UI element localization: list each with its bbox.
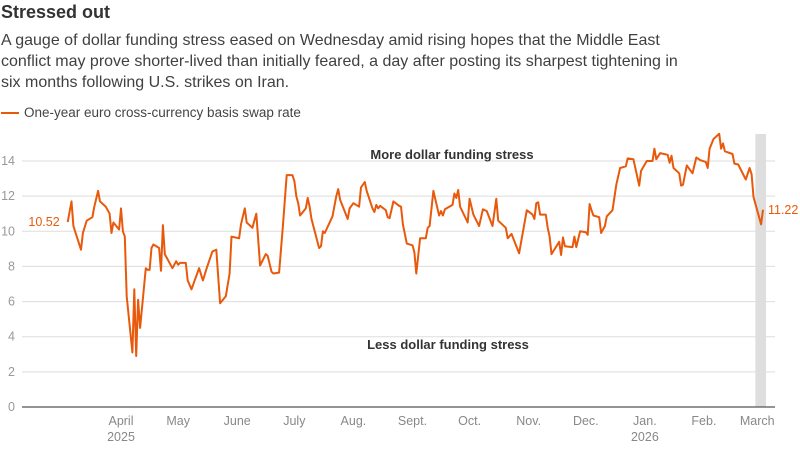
y-tick-label: 10 — [1, 224, 15, 238]
x-tick-label: Jan. — [633, 414, 657, 428]
subtitle-line: A gauge of dollar funding stress eased o… — [1, 32, 660, 49]
legend: One-year euro cross-currency basis swap … — [1, 105, 301, 120]
x-tick-label: Sept. — [398, 414, 427, 428]
y-tick-label: 12 — [1, 189, 15, 203]
y-tick-label: 6 — [8, 295, 15, 309]
chart-title: Stressed out — [1, 2, 111, 22]
end-value-label: 11.22 — [768, 203, 798, 217]
subtitle-line: conflict may prove shorter-lived than in… — [1, 53, 678, 70]
subtitle-line: six months following U.S. strikes on Ira… — [1, 74, 290, 91]
y-tick-label: 8 — [8, 259, 15, 273]
x-tick-label: Dec. — [573, 414, 599, 428]
legend-swatch — [1, 111, 19, 114]
annotation-less-stress: Less dollar funding stress — [367, 337, 529, 352]
y-tick-label: 4 — [8, 330, 15, 344]
legend-label: One-year euro cross-currency basis swap … — [24, 105, 301, 120]
x-tick-label: April — [108, 414, 133, 428]
shaded-period — [755, 134, 766, 407]
annotation-more-stress: More dollar funding stress — [370, 147, 533, 162]
y-tick-label: 0 — [8, 400, 15, 414]
x-tick-label: Aug. — [341, 414, 367, 428]
x-tick-label: Oct. — [458, 414, 481, 428]
x-tick-label: March — [740, 414, 775, 428]
start-value-label: 10.52 — [28, 215, 59, 229]
x-tick-year-label: 2025 — [107, 430, 135, 444]
chart-subtitle: A gauge of dollar funding stress eased o… — [1, 30, 678, 93]
x-tick-label: May — [166, 414, 190, 428]
x-tick-label: June — [224, 414, 251, 428]
series-line — [66, 132, 764, 357]
x-tick-label: Nov. — [516, 414, 541, 428]
x-tick-year-label: 2026 — [631, 430, 659, 444]
x-tick-label: July — [283, 414, 306, 428]
y-tick-label: 14 — [1, 154, 15, 168]
x-tick-label: Feb. — [691, 414, 716, 428]
y-tick-label: 2 — [8, 365, 15, 379]
